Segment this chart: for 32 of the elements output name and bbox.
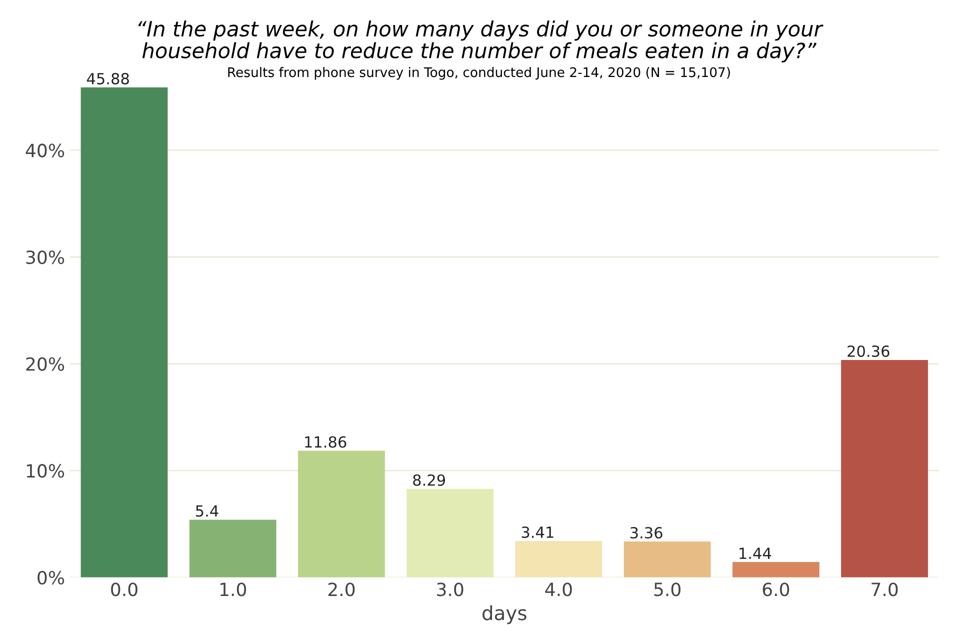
data-label: 20.36 (848, 345, 890, 357)
data-label: 5.4 (196, 505, 218, 517)
x-tick-label: 6.0 (762, 582, 790, 596)
x-tick-label: 5.0 (654, 582, 680, 596)
bar (298, 450, 385, 578)
y-tick-label: 20% (26, 357, 64, 371)
data-label: 1.44 (740, 548, 772, 559)
data-label: 8.29 (413, 474, 446, 486)
chart-title: “In the past week, on how many days did you or someone in your household have to reduce the number of meals eaten in a day?” (138, 20, 824, 62)
data-label: 3.36 (630, 526, 662, 539)
chart-subtitle: Results from phone survey in Togo, conducted June 2-14, 2020 (N = 15,107) (228, 66, 730, 80)
y-tick-label: 30% (26, 250, 64, 264)
bar (189, 520, 276, 578)
bar (732, 562, 820, 578)
x-tick-label: 0.0 (111, 582, 138, 596)
x-tick-label: 4.0 (545, 582, 572, 596)
y-tick-label: 0% (38, 570, 64, 585)
bar (624, 542, 711, 578)
y-tick-label: 10% (26, 464, 64, 478)
bar (515, 540, 602, 578)
data-label: 45.88 (86, 72, 129, 84)
bar (841, 360, 928, 578)
y-tick-label: 40% (26, 144, 64, 158)
data-label: 3.41 (522, 526, 554, 538)
data-label: 11.86 (305, 436, 346, 448)
x-tick-label: 7.0 (872, 582, 898, 596)
x-axis-title: days (482, 605, 526, 624)
x-tick-label: 3.0 (437, 582, 464, 596)
bar (406, 488, 494, 578)
x-tick-label: 1.0 (220, 582, 246, 596)
bar (80, 87, 168, 578)
x-tick-label: 2.0 (328, 582, 355, 596)
